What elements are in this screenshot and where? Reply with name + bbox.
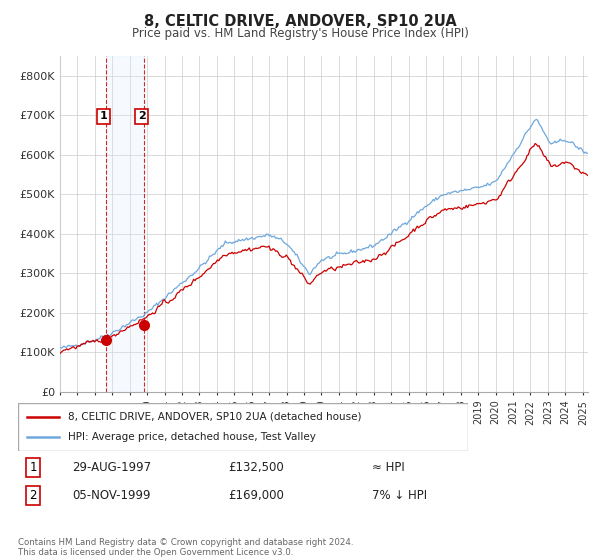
- Text: Price paid vs. HM Land Registry's House Price Index (HPI): Price paid vs. HM Land Registry's House …: [131, 27, 469, 40]
- Text: 1: 1: [29, 461, 37, 474]
- Text: 2: 2: [138, 111, 146, 122]
- Text: Contains HM Land Registry data © Crown copyright and database right 2024.
This d: Contains HM Land Registry data © Crown c…: [18, 538, 353, 557]
- Text: 05-NOV-1999: 05-NOV-1999: [72, 489, 151, 502]
- Text: 8, CELTIC DRIVE, ANDOVER, SP10 2UA (detached house): 8, CELTIC DRIVE, ANDOVER, SP10 2UA (deta…: [67, 412, 361, 422]
- Text: 29-AUG-1997: 29-AUG-1997: [72, 461, 151, 474]
- Text: 7% ↓ HPI: 7% ↓ HPI: [372, 489, 427, 502]
- Text: HPI: Average price, detached house, Test Valley: HPI: Average price, detached house, Test…: [67, 432, 316, 442]
- Text: 8, CELTIC DRIVE, ANDOVER, SP10 2UA: 8, CELTIC DRIVE, ANDOVER, SP10 2UA: [143, 14, 457, 29]
- Bar: [106, 56, 145, 392]
- Text: £132,500: £132,500: [228, 461, 284, 474]
- Text: £169,000: £169,000: [228, 489, 284, 502]
- Text: ≈ HPI: ≈ HPI: [372, 461, 405, 474]
- FancyBboxPatch shape: [18, 403, 468, 451]
- Text: 1: 1: [100, 111, 107, 122]
- Text: 2: 2: [29, 489, 37, 502]
